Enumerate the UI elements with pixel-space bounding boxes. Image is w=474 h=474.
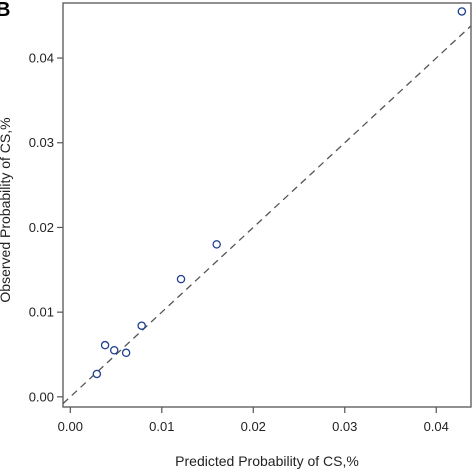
data-point (212, 240, 221, 249)
data-point (92, 369, 102, 379)
data-point (121, 348, 131, 358)
reference-diagonal-line (62, 25, 472, 405)
plot-frame (62, 2, 472, 408)
y-axis-label: Observed Probability of CS,% (0, 117, 13, 302)
x-tick-label: 0.00 (58, 419, 83, 434)
x-tick-label: 0.02 (241, 419, 266, 434)
y-tick-label: 0.02 (29, 220, 54, 235)
plot-area (62, 2, 472, 408)
y-tick-label: 0.03 (29, 135, 54, 150)
y-tick-label: 0.04 (29, 51, 54, 66)
panel-label: B (0, 0, 10, 21)
x-tick-label: 0.03 (332, 419, 357, 434)
y-axis: 0.00 0.01 0.02 0.03 0.04 (29, 51, 63, 404)
data-points (92, 7, 467, 379)
x-tick-label: 0.01 (149, 419, 174, 434)
data-point (176, 274, 186, 284)
data-point (109, 346, 119, 355)
y-tick-label: 0.01 (29, 305, 54, 320)
y-tick-label: 0.00 (29, 389, 54, 404)
x-axis-label: Predicted Probability of CS,% (175, 453, 359, 469)
data-point (137, 321, 146, 330)
data-point (457, 7, 467, 16)
x-axis: 0.00 0.01 0.02 0.03 0.04 (58, 407, 449, 434)
x-tick-label: 0.04 (424, 419, 449, 434)
data-point (100, 340, 110, 350)
